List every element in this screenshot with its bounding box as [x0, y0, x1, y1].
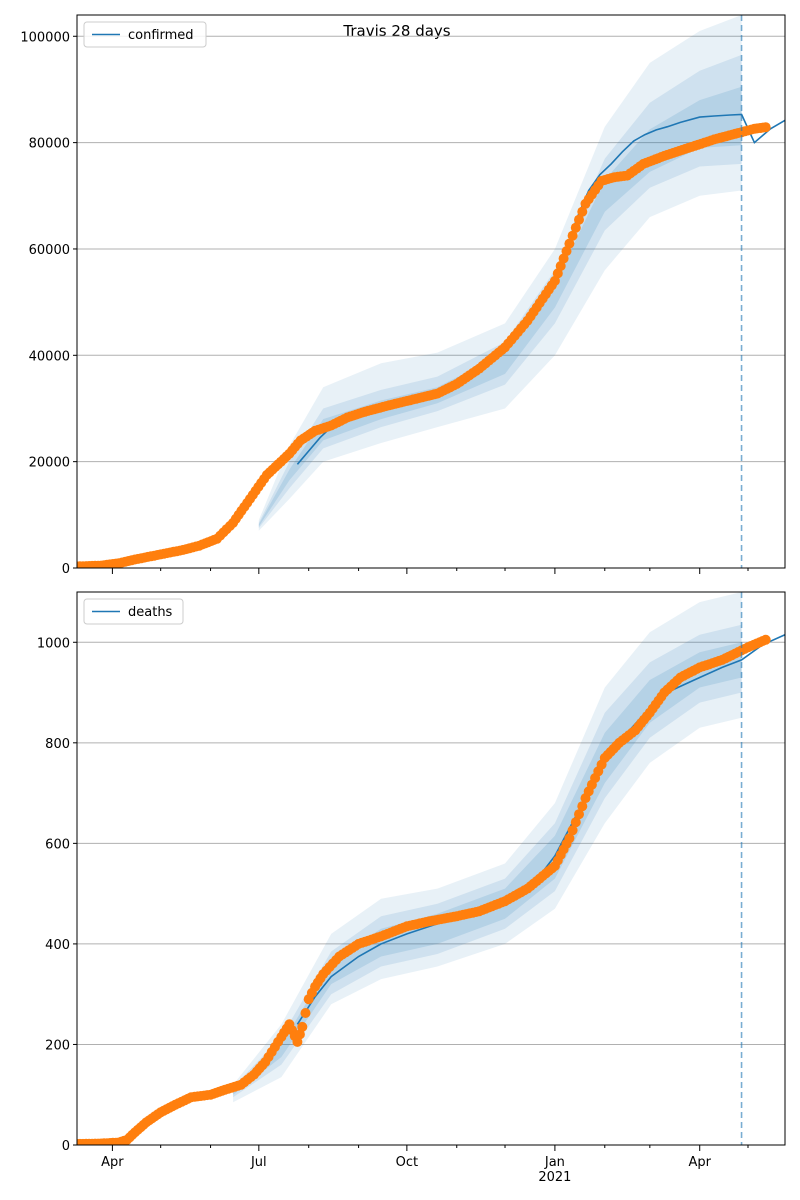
observed-point	[574, 809, 584, 820]
confirmed-panel: 0 20000 40000 60000 80000 100000 confirmed	[20, 14, 786, 577]
observed-point	[561, 246, 572, 257]
observed-point	[760, 634, 771, 645]
x-tick-label: Apr	[688, 1155, 711, 1170]
model-line-deaths	[296, 633, 785, 1025]
plot-area	[77, 15, 785, 568]
observed-point	[567, 825, 578, 836]
observed-point	[760, 122, 771, 133]
legend-box	[83, 598, 184, 625]
x-tick-label: Apr	[101, 1155, 124, 1170]
y-tick-label: 600	[45, 837, 70, 852]
y-tick-label: 80000	[29, 137, 70, 152]
observed-point	[570, 817, 581, 828]
axes-frame	[76, 14, 786, 569]
legend-label: confirmed	[128, 28, 194, 43]
y-tick-label: 0	[62, 562, 70, 577]
observed-point	[294, 1029, 305, 1040]
y-tick-label: 400	[45, 938, 70, 953]
x-tick-label: Jul	[250, 1155, 267, 1170]
x-tick-label: Oct	[396, 1155, 418, 1170]
observed-point	[564, 238, 575, 249]
observed-point	[574, 214, 584, 225]
observed-series	[77, 122, 771, 568]
x-tick-label: 2021	[538, 1170, 571, 1185]
y-tick-label: 100000	[20, 30, 70, 45]
observed-point	[570, 222, 581, 233]
legend: deaths	[83, 598, 184, 625]
axes-frame	[76, 591, 786, 1146]
uncertainty-band-outer	[233, 592, 742, 1103]
figure-title: Travis 28 days	[342, 22, 450, 40]
uncertainty-band-inner	[233, 642, 742, 1095]
observed-point	[567, 230, 578, 241]
x-tick-label: Jan	[544, 1155, 565, 1170]
uncertainty-band-inner	[258, 86, 742, 527]
y-tick-label: 60000	[29, 243, 70, 258]
legend-label: deaths	[128, 605, 173, 620]
observed-series	[77, 634, 771, 1145]
plot-area	[77, 592, 785, 1145]
legend: confirmed	[83, 21, 207, 48]
observed-point	[300, 1008, 311, 1018]
observed-point	[297, 1021, 308, 1032]
observed-point	[564, 833, 575, 844]
observed-point	[577, 801, 588, 812]
y-tick-label: 20000	[29, 456, 70, 471]
y-tick-label: 1000	[37, 636, 70, 651]
observed-point	[549, 275, 560, 286]
legend-box	[83, 21, 207, 48]
y-tick-label: 800	[45, 737, 70, 752]
uncertainty-band-outer	[258, 15, 742, 531]
observed-point	[577, 206, 588, 217]
observed-point	[555, 261, 566, 271]
y-tick-label: 40000	[29, 349, 70, 364]
y-tick-label: 200	[45, 1038, 70, 1053]
y-tick-label: 0	[62, 1139, 70, 1154]
